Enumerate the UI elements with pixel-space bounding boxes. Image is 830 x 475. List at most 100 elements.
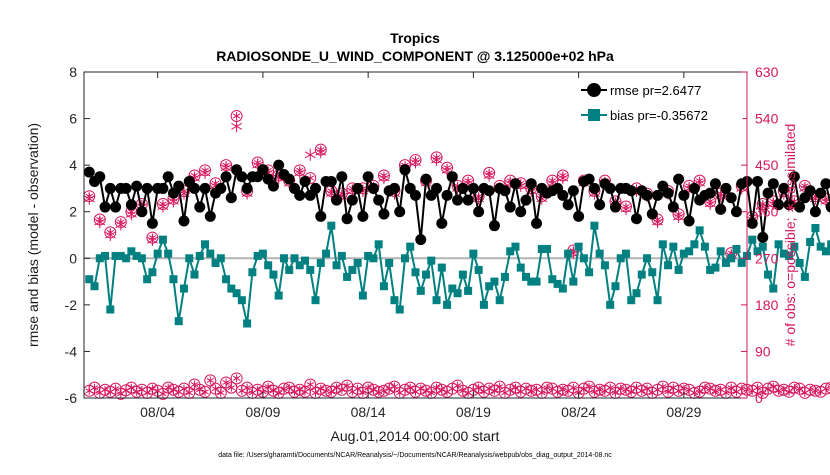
x-tick-label: 08/19 <box>456 404 491 420</box>
rmse-point <box>483 185 495 197</box>
obs-marker <box>315 146 327 159</box>
obs-marker <box>94 216 106 229</box>
rmse-point <box>194 201 206 213</box>
bias-point <box>169 275 178 284</box>
bias-point <box>206 249 215 258</box>
x-tick-label: 08/09 <box>245 404 280 420</box>
rmse-point <box>778 182 790 194</box>
rmse-point <box>436 217 448 229</box>
bias-point <box>464 286 473 295</box>
rmse-point <box>267 180 279 192</box>
bias-point <box>158 235 167 244</box>
bias-point <box>432 296 441 305</box>
legend-rmse-label: rmse pr=2.6477 <box>610 83 701 98</box>
obs-marker <box>673 210 685 223</box>
bias-point <box>258 249 267 258</box>
rmse-point <box>273 159 285 171</box>
y-tick-label: 6 <box>69 111 77 127</box>
rmse-point <box>720 182 732 194</box>
bias-point <box>532 277 541 286</box>
rmse-point <box>162 171 174 183</box>
y2-tick-label: 270 <box>755 250 779 266</box>
rmse-point <box>420 173 432 185</box>
bias-point <box>658 240 667 249</box>
rmse-point <box>462 194 474 206</box>
bias-point <box>590 221 599 230</box>
rmse-point <box>652 189 664 201</box>
obs-marker <box>825 381 830 394</box>
obs-marker <box>231 120 243 133</box>
bias-point <box>406 242 415 251</box>
rmse-point <box>594 199 606 211</box>
obs-marker <box>378 172 390 185</box>
bias-point <box>569 277 578 286</box>
rmse-point <box>146 217 158 229</box>
rmse-line <box>88 162 830 240</box>
obs-marker <box>620 203 632 216</box>
bias-point <box>548 275 557 284</box>
y-tick-label: -4 <box>65 343 78 359</box>
bias-point <box>227 284 236 293</box>
rmse-point <box>467 182 479 194</box>
rmse-point <box>730 206 742 218</box>
bias-point <box>732 244 741 253</box>
rmse-point <box>815 187 827 199</box>
bias-point <box>816 242 825 251</box>
rmse-point <box>557 189 569 201</box>
bias-point <box>453 289 462 298</box>
x-axis-label: Aug.01,2014 00:00:00 start <box>331 428 500 444</box>
obs-marker <box>410 156 421 169</box>
y2-tick-label: 540 <box>755 111 779 127</box>
data-file-footer: data file: /Users/gharamti/Documents/NCA… <box>218 452 612 459</box>
bias-point <box>643 254 652 263</box>
bias-point <box>411 268 420 277</box>
chart-title: Tropics <box>390 30 440 46</box>
obs-marker <box>104 229 116 241</box>
rmse-point <box>83 166 95 178</box>
bias-point <box>395 305 404 314</box>
bias-point <box>537 244 546 253</box>
series-bias <box>85 221 830 328</box>
bias-point <box>248 268 257 277</box>
rmse-point <box>825 201 830 213</box>
bias-point <box>727 254 736 263</box>
rmse-point <box>99 201 111 213</box>
series-layer <box>83 109 830 400</box>
bias-point <box>706 265 715 274</box>
rmse-point <box>388 182 400 194</box>
y-tick-label: -6 <box>65 390 78 406</box>
rmse-point <box>631 213 642 225</box>
bias-point <box>390 296 399 305</box>
rmse-point <box>357 210 369 222</box>
legend-bias-marker <box>588 109 600 121</box>
bias-point <box>301 256 309 265</box>
bias-point <box>253 251 262 260</box>
rmse-point <box>336 171 348 183</box>
bias-point <box>479 300 488 309</box>
obs-marker-star <box>306 380 314 389</box>
rmse-point <box>399 164 411 176</box>
bias-point <box>174 317 183 326</box>
bias-point <box>821 247 830 256</box>
rmse-point <box>225 192 237 204</box>
rmse-point <box>662 187 674 199</box>
bias-point <box>374 240 383 249</box>
obs-marker <box>199 166 211 179</box>
bias-point <box>500 272 509 281</box>
bias-point <box>648 268 657 277</box>
obs-marker <box>125 208 137 221</box>
bias-point <box>153 249 162 258</box>
rmse-point <box>715 203 727 215</box>
rmse-point <box>220 171 232 183</box>
rmse-point <box>488 220 500 232</box>
y-tick-label: 8 <box>69 64 77 80</box>
obs-marker <box>304 148 316 161</box>
x-tick-label: 08/24 <box>561 404 596 420</box>
bias-point <box>627 296 636 305</box>
bias-point <box>495 296 504 305</box>
rmse-point <box>709 178 721 190</box>
bias-point <box>295 261 304 270</box>
rmse-point <box>609 201 621 213</box>
rmse-point <box>199 182 211 194</box>
